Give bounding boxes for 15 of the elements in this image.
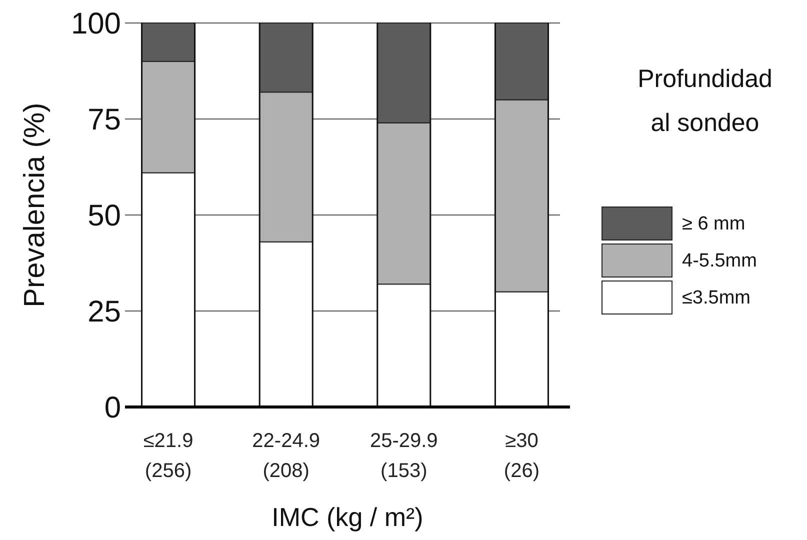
x-axis-title: IMC (kg / m²): [272, 502, 424, 532]
y-tick-label: 25: [88, 296, 121, 328]
y-tick-label: 0: [104, 392, 121, 424]
legend-title: Profundidad al sondeo: [638, 65, 772, 137]
x-tick-label: 25-29.9 (153): [370, 430, 438, 482]
y-tick-label: 100: [70, 8, 121, 40]
legend-label: 4-5.5mm: [682, 250, 757, 272]
y-axis-title: Prevalencia (%): [19, 102, 51, 308]
x-tick-label: ≥30 (26): [504, 430, 540, 482]
legend-label: ≤3.5mm: [682, 288, 750, 309]
legend-label: ≥ 6 mm: [682, 214, 746, 235]
x-tick-label: 22-24.9 (208): [252, 430, 320, 482]
y-tick-label: 50: [88, 200, 121, 232]
x-tick-label: ≤21.9 (256): [143, 430, 194, 482]
y-tick-label: 75: [88, 104, 121, 136]
